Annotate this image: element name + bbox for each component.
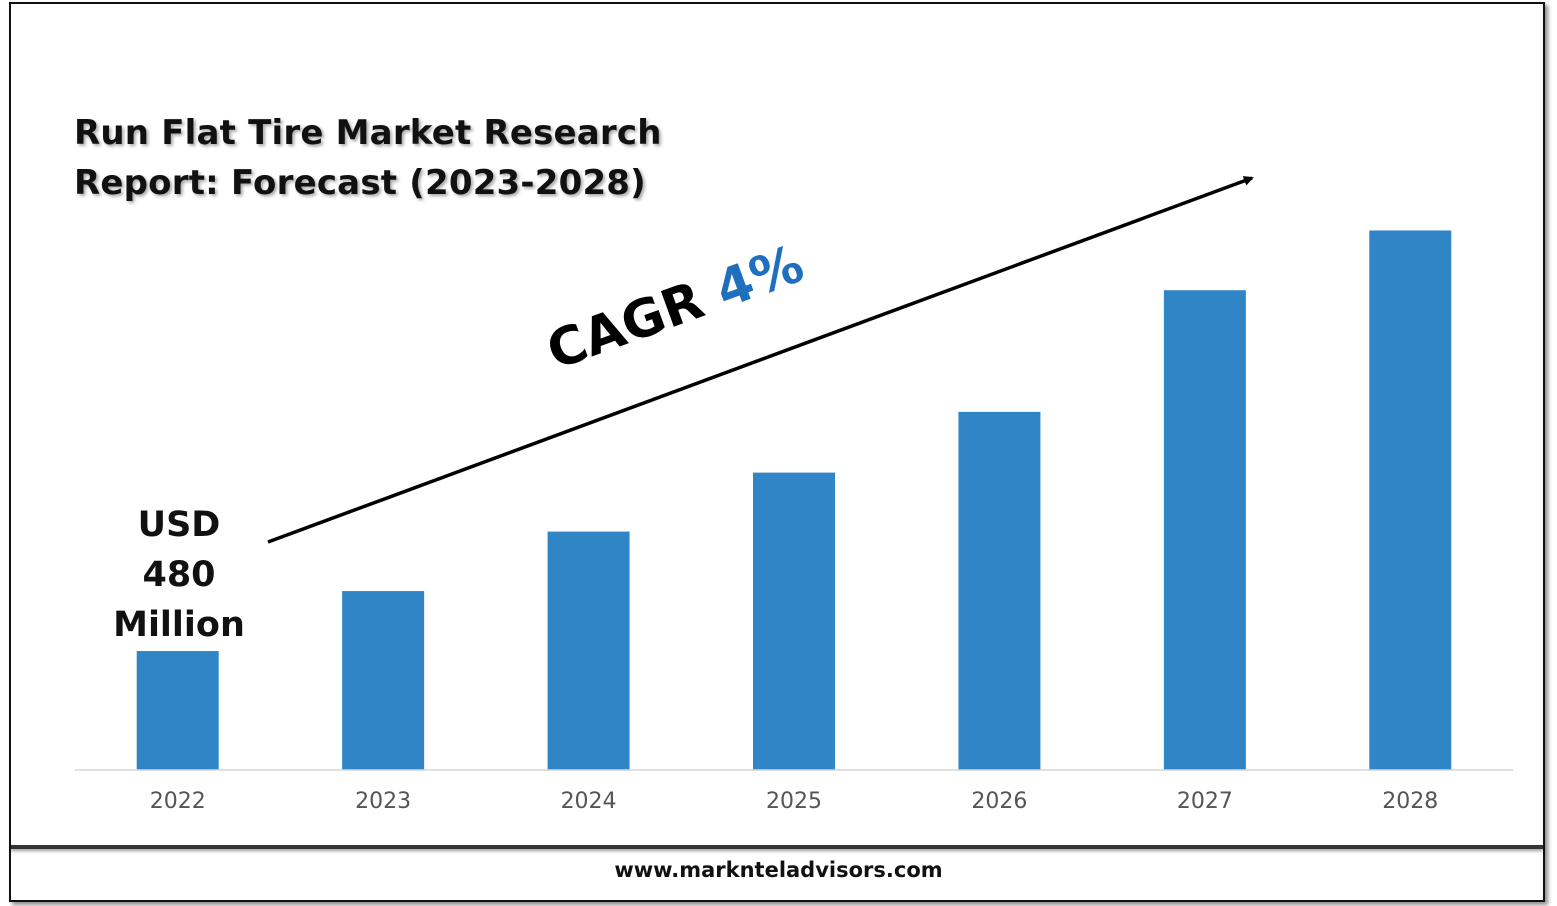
x-tick-label-2028: 2028 bbox=[1382, 789, 1438, 814]
x-tick-label-2025: 2025 bbox=[766, 789, 822, 814]
bar-2023 bbox=[342, 591, 425, 770]
x-tick-label-2026: 2026 bbox=[971, 789, 1027, 814]
x-tick-label-2022: 2022 bbox=[150, 789, 206, 814]
bar-2027 bbox=[1163, 290, 1246, 770]
x-tick-label-2023: 2023 bbox=[355, 789, 411, 814]
website-url: www.marknteladvisors.com bbox=[614, 858, 943, 882]
x-tick-label-2024: 2024 bbox=[561, 789, 617, 814]
bar-2024 bbox=[547, 531, 630, 770]
bar-2028 bbox=[1369, 230, 1452, 770]
base-value-line-1: USD bbox=[137, 505, 221, 545]
title-line-1: Run Flat Tire Market Research bbox=[74, 113, 662, 153]
bar-2026 bbox=[958, 411, 1041, 770]
bar-2022 bbox=[136, 651, 219, 770]
base-value-line-3: Million bbox=[113, 605, 245, 645]
footer-divider bbox=[11, 845, 1543, 849]
chart-title: Run Flat Tire Market Research Report: Fo… bbox=[74, 108, 662, 208]
bar-2025 bbox=[753, 472, 835, 770]
title-line-2: Report: Forecast (2023-2028) bbox=[74, 163, 646, 203]
base-value-line-2: 480 bbox=[142, 555, 216, 595]
growth-arrow bbox=[267, 176, 1254, 544]
x-tick-label-2027: 2027 bbox=[1177, 789, 1233, 814]
base-value-label: USD 480 Million bbox=[108, 500, 250, 650]
